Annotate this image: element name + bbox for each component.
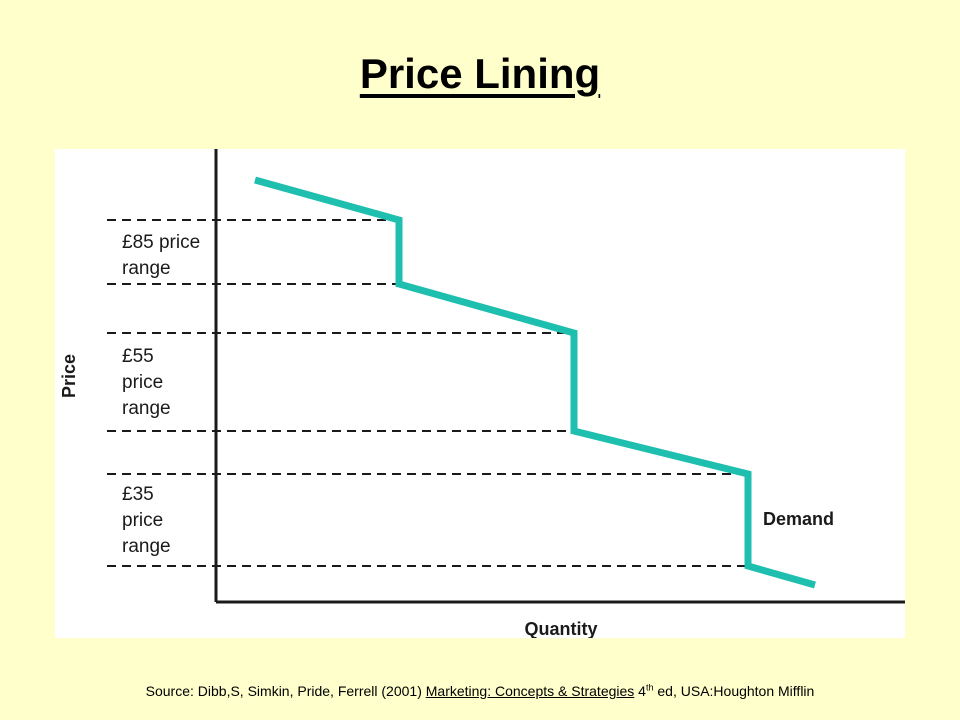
range-35-label-line-2: price [122,510,163,531]
demand-label: Demand [763,509,834,529]
slide-title: Price Lining [359,50,601,97]
source-prefix: Source: Dibb,S, Simkin, Pride, Ferrell (… [145,683,426,699]
source-edition-superscript: th [645,682,654,693]
diagram-canvas: £85 price range £55 price range £35 pric… [59,149,905,638]
range-35-label: £35 price range [122,484,171,557]
range-35-label-line-3: range [122,536,171,557]
range-55-label-line-2: price [122,372,163,393]
range-85-label-line-2: range [122,258,171,279]
y-axis-label: Price [59,354,79,398]
price-lining-diagram: £85 price range £55 price range £35 pric… [55,149,905,638]
range-55-label: £55 price range [122,346,171,419]
source-citation: Source: Dibb,S, Simkin, Pride, Ferrell (… [0,683,960,699]
source-suffix: ed, USA:Houghton Mifflin [653,683,815,699]
range-85-label-line-1: £85 price [122,232,200,253]
x-axis-label: Quantity [524,619,597,638]
range-35-label-line-1: £35 [122,484,154,505]
range-55-label-line-1: £55 [122,346,154,367]
demand-curve [254,176,816,589]
range-55-label-line-3: range [122,398,171,419]
source-book-title: Marketing: Concepts & Strategies [425,683,635,699]
source-edition-number: 4 [634,683,646,699]
range-85-label: £85 price range [122,232,205,279]
